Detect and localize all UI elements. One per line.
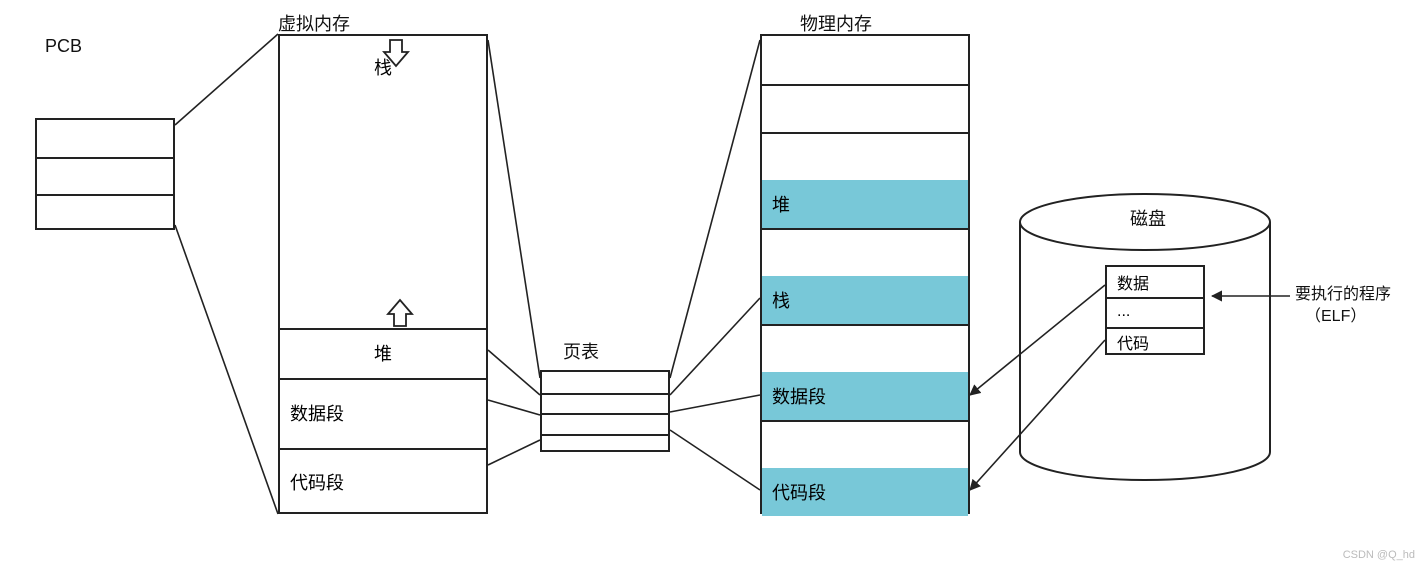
pm-slot-堆: 堆 [762,180,968,228]
pm-slot-代码段: 代码段 [762,468,968,516]
pm-slot-empty [762,36,968,84]
elf-caption-1: 要执行的程序 [1295,280,1391,304]
page-table-row-divider [542,413,668,415]
physical-mem-title: 物理内存 [800,10,872,36]
virtual-mem-box: 栈堆数据段代码段 [278,34,488,514]
page-table-box [540,370,670,452]
pcb-row-divider [37,157,173,159]
pm-slot-数据段: 数据段 [762,372,968,420]
disk-file-row: 数据 [1107,267,1203,297]
pcb-row-divider [37,194,173,196]
page-table-row-divider [542,393,668,395]
physical-mem-box: 堆栈数据段代码段 [760,34,970,514]
watermark: CSDN @Q_hd [1343,549,1415,561]
pm-slot-empty [762,324,968,372]
vm-code-label: 代码段 [280,448,486,516]
elf-caption-2: （ELF） [1305,302,1366,326]
disk-file-row: 代码 [1107,327,1203,357]
pm-slot-empty [762,132,968,180]
pm-slot-empty [762,228,968,276]
page-table-title: 页表 [563,338,599,364]
vm-stack-label: 栈 [280,52,486,82]
page-table-row-divider [542,434,668,436]
pm-slot-empty [762,84,968,132]
pm-slot-栈: 栈 [762,276,968,324]
disk-file-row: ... [1107,297,1203,327]
disk-title: 磁盘 [1130,205,1166,231]
virtual-mem-title: 虚拟内存 [278,10,350,36]
pcb-title: PCB [45,36,82,57]
vm-heap-label: 堆 [280,328,486,378]
disk-file-box: 数据...代码 [1105,265,1205,355]
pm-slot-empty [762,420,968,468]
vm-data-label: 数据段 [280,378,486,448]
connectors-svg [0,0,1425,567]
pcb-box [35,118,175,230]
